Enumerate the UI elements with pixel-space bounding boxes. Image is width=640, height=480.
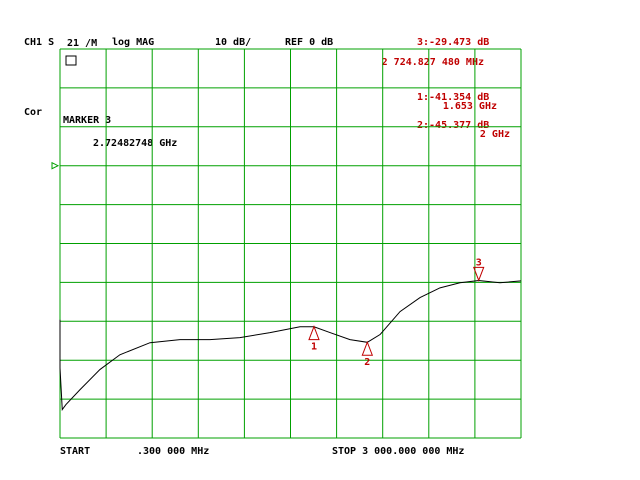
correction: Cor [24, 107, 42, 118]
scale: 10 dB/ [215, 37, 251, 48]
marker-value: 2.72482748 GHz [93, 138, 177, 149]
readout: 2 724.827 480 MHz [382, 57, 484, 68]
trace [59, 279, 522, 412]
channel: CH1 S [24, 37, 54, 48]
marker-label: 3 [476, 257, 482, 268]
readout: 2 GHz [480, 129, 510, 140]
readout: 1.653 GHz [443, 101, 497, 112]
reference-pointer [51, 161, 60, 170]
marker-label: 2 [364, 357, 370, 368]
readout: 1:-41.354 dB [417, 92, 489, 103]
marker-title: MARKER 3 [63, 115, 111, 126]
format: log MAG [112, 37, 154, 48]
start-label: START [60, 446, 90, 457]
readout: 2:-45.377 dB [417, 120, 489, 131]
reference: REF 0 dB [285, 37, 333, 48]
readout: 3:-29.473 dB [417, 37, 489, 48]
start-value: .300 000 MHz [137, 446, 209, 457]
status-box [65, 55, 77, 66]
stop-label: STOP 3 000.000 000 MHz [332, 446, 464, 457]
marker [361, 340, 374, 356]
marker-label: 1 [311, 342, 317, 353]
marker [472, 266, 485, 282]
parameter: 21 /M [67, 38, 97, 49]
marker [308, 325, 320, 341]
